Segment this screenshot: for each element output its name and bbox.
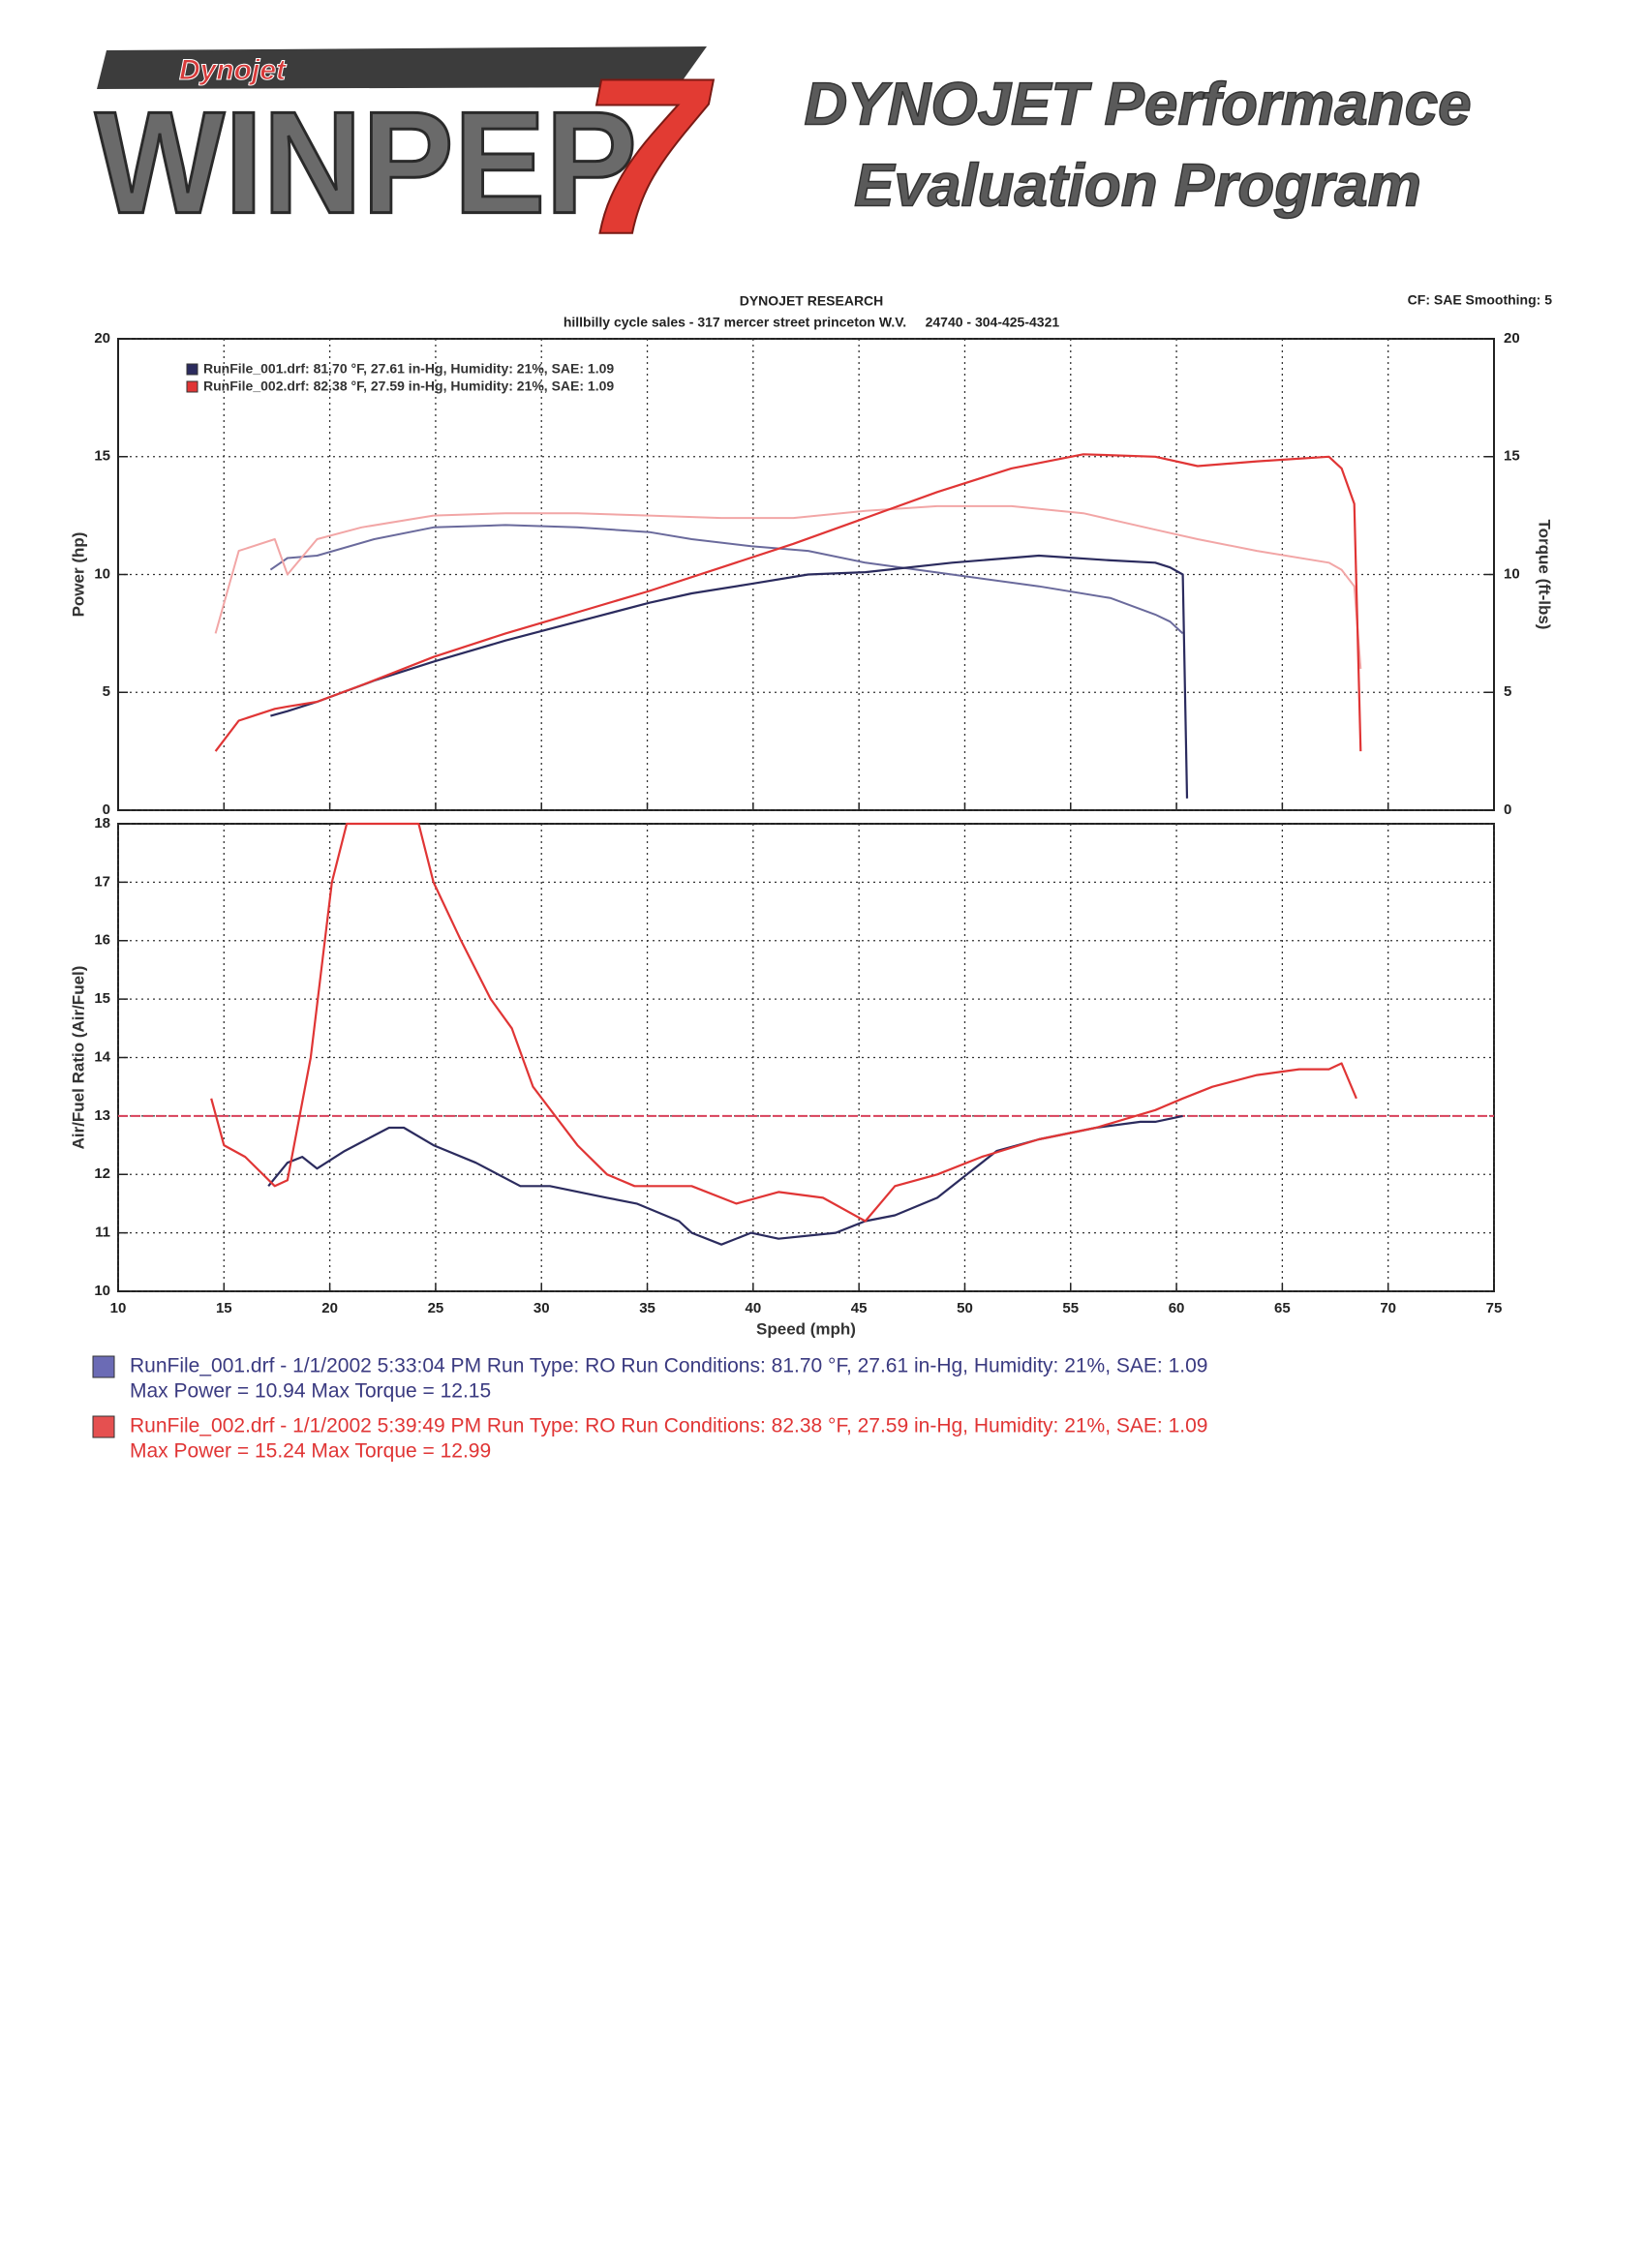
y-tick-label: 11 bbox=[95, 1225, 110, 1241]
logo: Dynojet WINPEP 7 bbox=[94, 31, 716, 282]
header-subtitle: Evaluation Program bbox=[854, 152, 1421, 219]
y-tick-label: 14 bbox=[94, 1048, 110, 1065]
x-tick-label: 30 bbox=[533, 1300, 550, 1316]
y-tick-label: 16 bbox=[94, 932, 110, 949]
x-tick-label: 10 bbox=[110, 1300, 127, 1316]
summary-maxima: Max Power = 10.94 Max Torque = 12.15 bbox=[130, 1380, 491, 1403]
y-tick-label: 20 bbox=[94, 330, 110, 347]
power-line bbox=[214, 453, 1362, 752]
summary-swatch bbox=[92, 1355, 115, 1378]
x-tick-label: 35 bbox=[639, 1300, 655, 1316]
y2-tick-label: 10 bbox=[1504, 565, 1520, 582]
x-tick-label: 45 bbox=[851, 1300, 868, 1316]
chart-settings: CF: SAE Smoothing: 5 bbox=[1408, 292, 1553, 308]
y-tick-label: 13 bbox=[94, 1107, 110, 1124]
x-tick-label: 25 bbox=[428, 1300, 444, 1316]
y2-axis-title: Torque (ft-lbs) bbox=[1536, 520, 1554, 630]
x-tick-label: 15 bbox=[216, 1300, 232, 1316]
y2-tick-label: 5 bbox=[1504, 683, 1511, 700]
summary-line: RunFile_002.drf - 1/1/2002 5:39:49 PM Ru… bbox=[130, 1415, 1207, 1437]
chart-subtitle: hillbilly cycle sales - 317 mercer stree… bbox=[564, 315, 1060, 330]
summary-maxima: Max Power = 15.24 Max Torque = 12.99 bbox=[130, 1440, 491, 1463]
x-tick-label: 40 bbox=[746, 1300, 762, 1316]
torque-line bbox=[214, 504, 1362, 669]
y2-tick-label: 20 bbox=[1504, 330, 1520, 347]
afr-line bbox=[210, 822, 1357, 1223]
x-tick-label: 70 bbox=[1380, 1300, 1396, 1316]
y2-tick-label: 0 bbox=[1504, 801, 1511, 818]
x-tick-label: 50 bbox=[957, 1300, 973, 1316]
legend-swatch bbox=[186, 363, 198, 376]
x-axis-title: Speed (mph) bbox=[756, 1319, 856, 1338]
logo-brand-box bbox=[114, 56, 356, 85]
y-axis-title: Power (hp) bbox=[69, 532, 87, 618]
legend-label: RunFile_001.drf: 81.70 °F, 27.61 in-Hg, … bbox=[203, 361, 614, 377]
y-tick-label: 10 bbox=[94, 1283, 110, 1299]
y-tick-label: 0 bbox=[103, 801, 110, 818]
chart-title: DYNOJET RESEARCH bbox=[740, 293, 884, 309]
y-tick-label: 12 bbox=[94, 1165, 110, 1182]
y2-tick-label: 15 bbox=[1504, 448, 1520, 465]
summary-swatch bbox=[92, 1415, 115, 1438]
logo-version: 7 bbox=[581, 32, 714, 281]
legend-label: RunFile_002.drf: 82.38 °F, 27.59 in-Hg, … bbox=[203, 378, 614, 394]
y-axis-title: Air/Fuel Ratio (Air/Fuel) bbox=[69, 966, 87, 1150]
x-tick-label: 20 bbox=[321, 1300, 338, 1316]
x-tick-label: 75 bbox=[1486, 1300, 1503, 1316]
x-tick-label: 60 bbox=[1169, 1300, 1185, 1316]
legend-swatch bbox=[186, 380, 198, 393]
torque-line bbox=[269, 524, 1184, 635]
header-title: DYNOJET Performance bbox=[804, 71, 1471, 137]
x-tick-label: 65 bbox=[1274, 1300, 1291, 1316]
y-tick-label: 10 bbox=[94, 565, 110, 582]
x-tick-label: 55 bbox=[1062, 1300, 1079, 1316]
y-tick-label: 15 bbox=[94, 448, 110, 465]
y-tick-label: 5 bbox=[103, 683, 110, 700]
y-tick-label: 18 bbox=[94, 815, 110, 832]
logo-product: WINPEP bbox=[95, 81, 637, 244]
logo-brand: Dynojet bbox=[179, 54, 288, 86]
summary-line: RunFile_001.drf - 1/1/2002 5:33:04 PM Ru… bbox=[130, 1355, 1207, 1377]
y-tick-label: 15 bbox=[94, 990, 110, 1007]
y-tick-label: 17 bbox=[94, 873, 110, 890]
